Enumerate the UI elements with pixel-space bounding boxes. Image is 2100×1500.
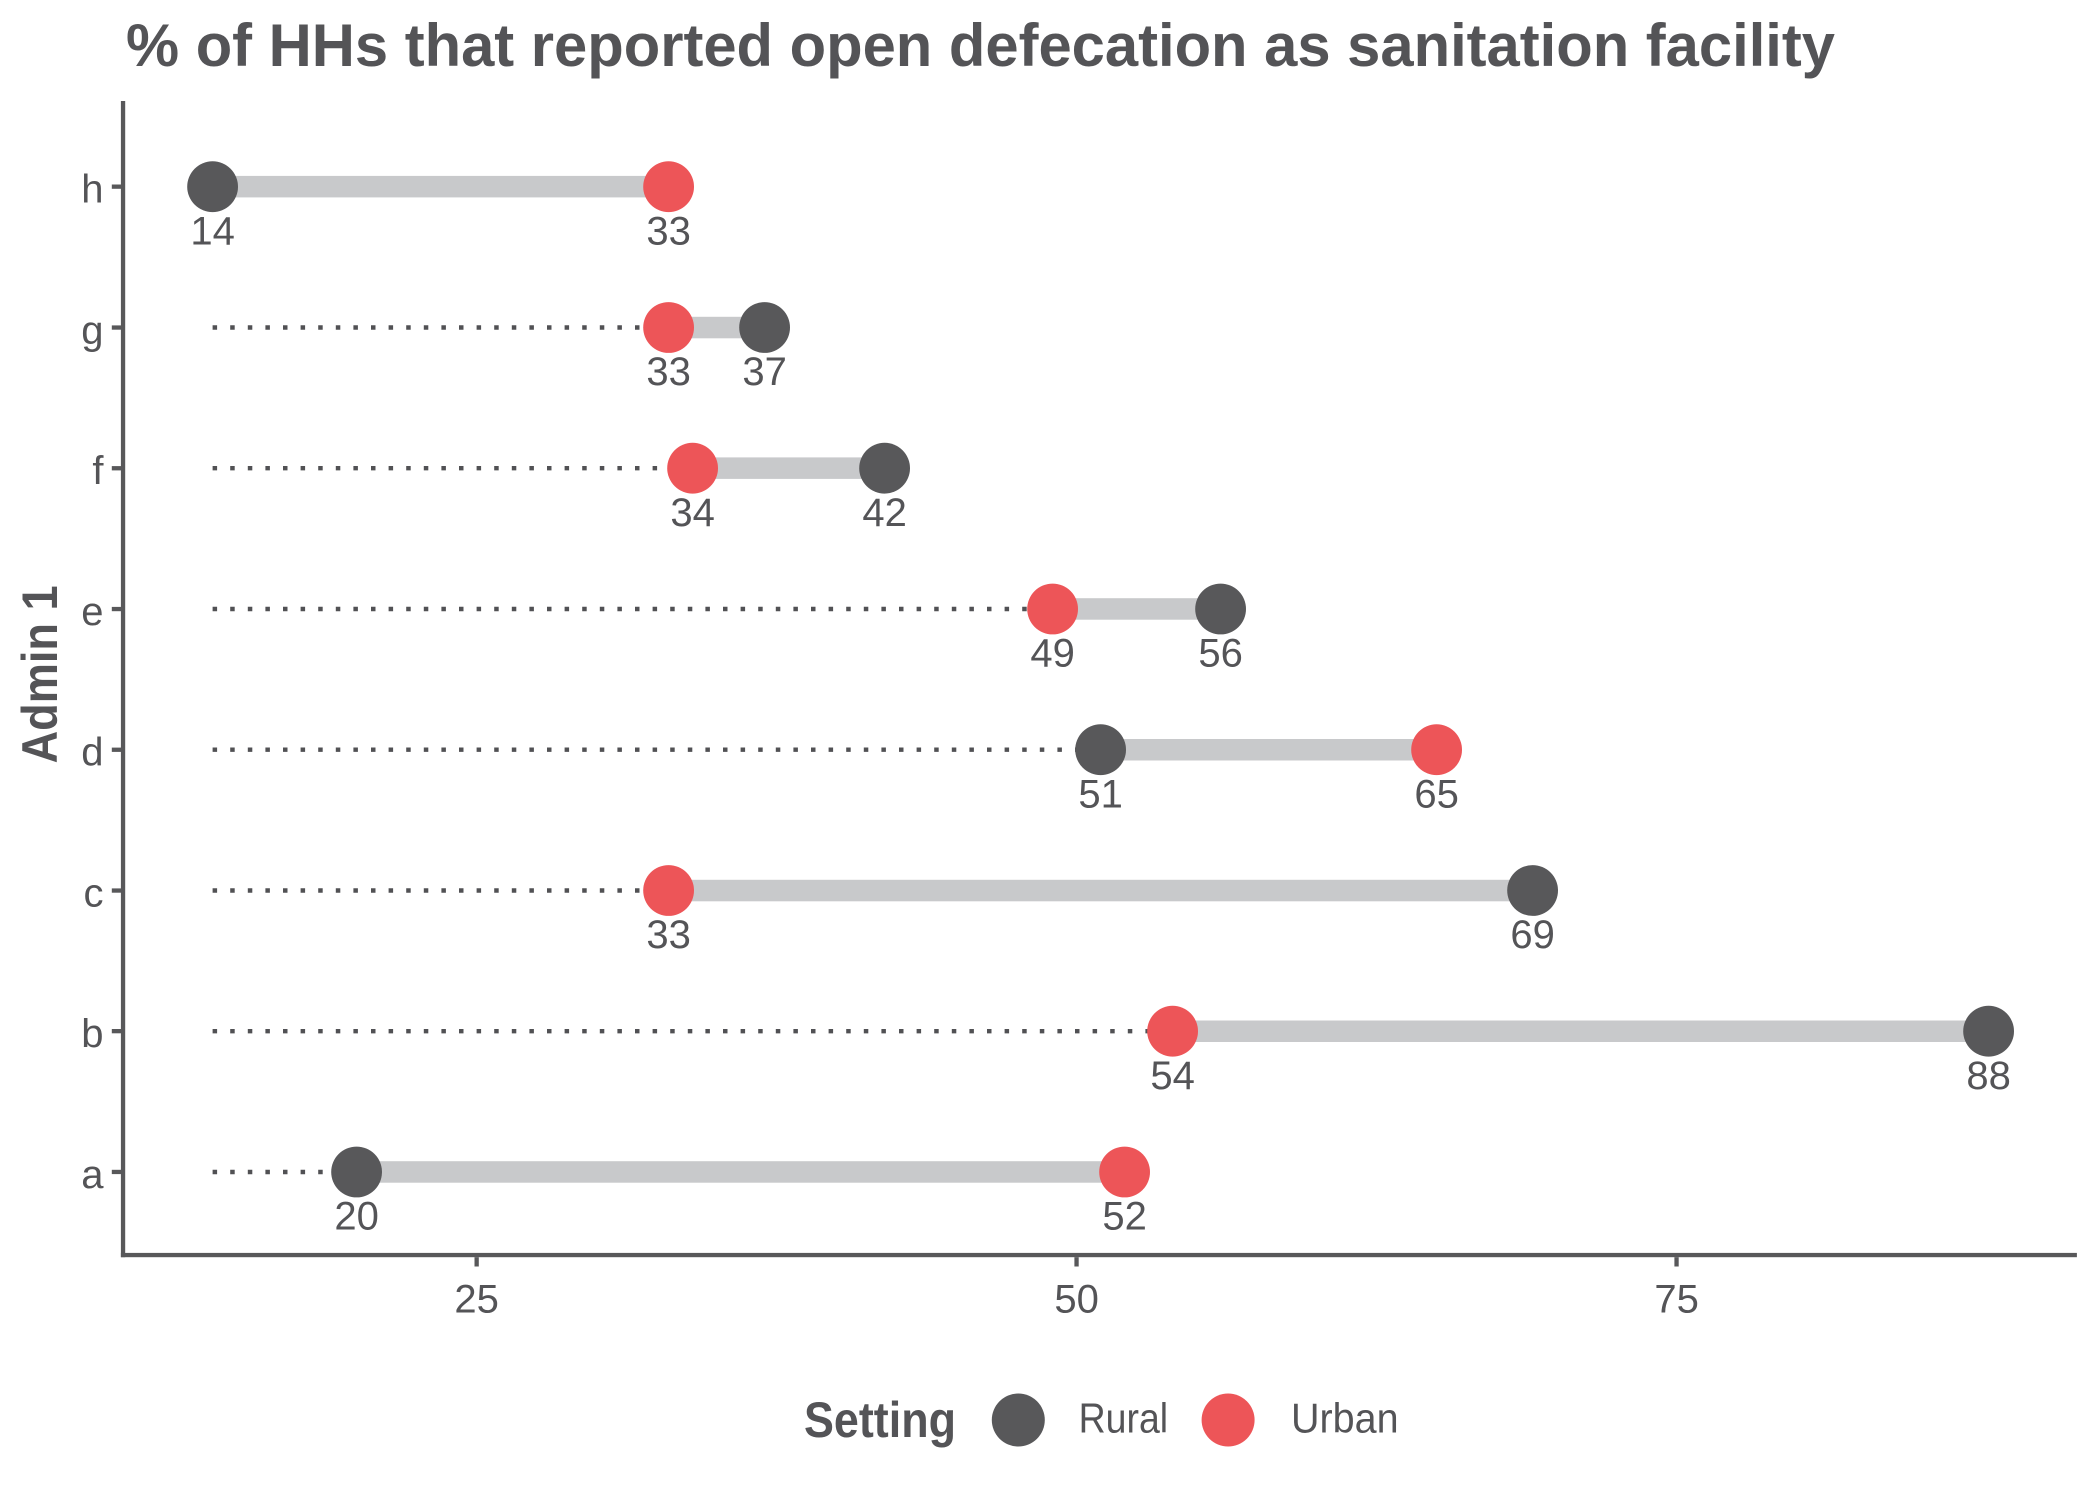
svg-text:b: b <box>81 1012 103 1056</box>
svg-text:14: 14 <box>190 209 235 253</box>
svg-text:51: 51 <box>1078 772 1123 816</box>
svg-text:% of HHs that reported open de: % of HHs that reported open defecation a… <box>126 12 1836 79</box>
svg-text:69: 69 <box>1510 913 1555 957</box>
svg-text:Setting: Setting <box>804 1392 956 1448</box>
svg-text:33: 33 <box>646 209 691 253</box>
svg-text:56: 56 <box>1198 632 1243 676</box>
svg-text:42: 42 <box>862 491 907 535</box>
svg-text:20: 20 <box>334 1195 379 1239</box>
svg-text:h: h <box>81 168 103 212</box>
svg-text:49: 49 <box>1030 632 1075 676</box>
svg-text:37: 37 <box>742 350 787 394</box>
svg-text:75: 75 <box>1654 1278 1699 1322</box>
svg-text:Rural: Rural <box>1079 1394 1169 1441</box>
svg-text:a: a <box>81 1153 104 1197</box>
svg-text:f: f <box>92 449 104 493</box>
svg-text:25: 25 <box>454 1278 499 1322</box>
svg-text:65: 65 <box>1414 772 1459 816</box>
svg-text:33: 33 <box>646 913 691 957</box>
svg-text:52: 52 <box>1102 1195 1147 1239</box>
svg-text:33: 33 <box>646 350 691 394</box>
svg-text:e: e <box>81 590 103 634</box>
svg-text:c: c <box>84 872 104 916</box>
svg-text:d: d <box>81 731 103 775</box>
svg-text:g: g <box>81 309 103 353</box>
svg-text:Urban: Urban <box>1291 1394 1399 1441</box>
svg-text:54: 54 <box>1150 1054 1195 1098</box>
svg-text:50: 50 <box>1054 1278 1099 1322</box>
svg-text:Admin 1: Admin 1 <box>12 585 68 763</box>
svg-text:34: 34 <box>670 491 715 535</box>
svg-text:88: 88 <box>1966 1054 2011 1098</box>
